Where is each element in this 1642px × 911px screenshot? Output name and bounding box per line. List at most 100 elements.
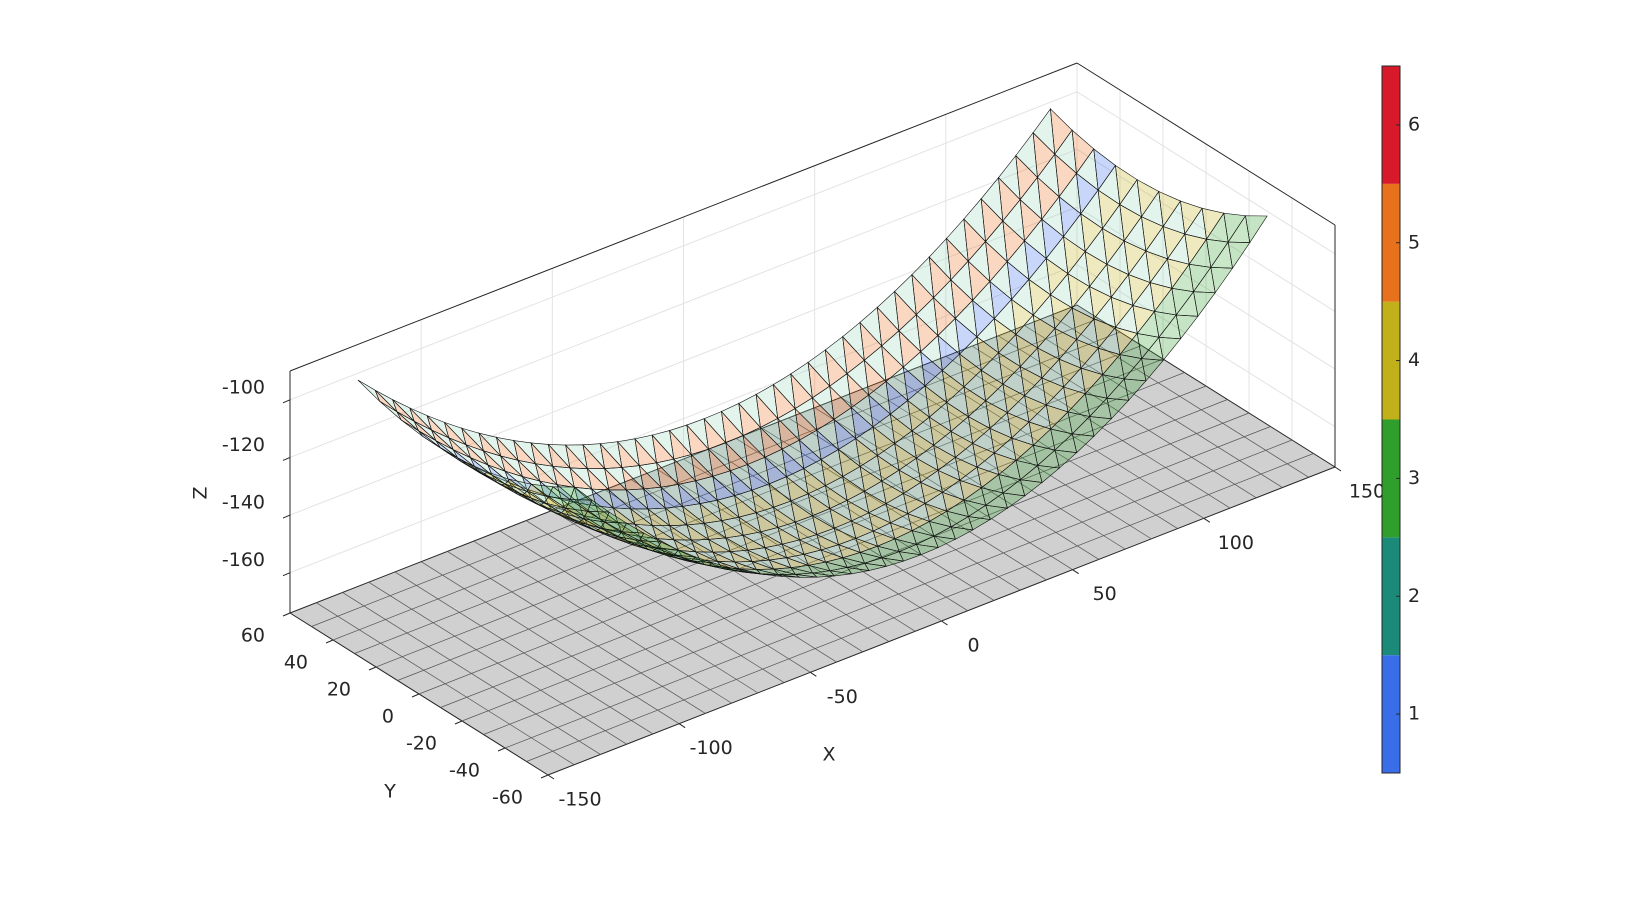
surface-facet <box>911 256 934 299</box>
z-tick-label: -100 <box>222 376 265 398</box>
surface-facet <box>976 317 999 354</box>
surface-facet <box>660 484 684 508</box>
surface-facet <box>984 492 1008 509</box>
surface-facet <box>617 536 641 545</box>
surface-facet <box>846 490 870 514</box>
surface-facet <box>1141 190 1164 228</box>
grid-line <box>289 148 1336 458</box>
surface-facet <box>1106 378 1130 401</box>
surface-facet <box>1123 215 1147 252</box>
y-tick <box>282 612 291 617</box>
x-tick-label: -150 <box>558 789 601 811</box>
surface-facet <box>625 488 649 510</box>
surface-facet <box>1015 314 1038 349</box>
surface-facet <box>790 361 813 399</box>
surface-facet <box>530 442 554 468</box>
floor-mesh <box>418 385 1207 695</box>
surface-facet <box>695 551 718 563</box>
colorbar-tick-label: 2 <box>1408 585 1420 607</box>
surface-facet <box>720 402 744 437</box>
surface-facet <box>1106 240 1129 276</box>
surface-facet <box>824 476 848 502</box>
surface-facet <box>1132 281 1155 312</box>
surface-facet <box>893 530 917 545</box>
surface-facet <box>811 385 835 421</box>
floor-mesh <box>483 426 1271 735</box>
surface-facet <box>633 524 658 540</box>
surface-facet <box>1024 218 1047 260</box>
surface-facet <box>902 351 926 387</box>
surface-facet <box>522 494 545 506</box>
surface-facet <box>907 385 930 418</box>
surface-facet <box>876 290 900 332</box>
surface-facet <box>694 475 718 501</box>
x-tick <box>1334 466 1342 472</box>
y-tick-label: -60 <box>492 787 523 809</box>
surface-facet <box>530 497 554 512</box>
surface-facet <box>708 565 731 570</box>
surface-facet <box>963 487 987 506</box>
surface-facet <box>379 400 402 421</box>
surface-facet <box>976 452 1000 476</box>
x-tick <box>810 671 817 677</box>
surface-facet <box>859 455 883 482</box>
surface-facet <box>972 427 995 454</box>
surface-facet <box>703 411 727 444</box>
surface-facet <box>785 468 809 495</box>
x-tick-label: 50 <box>1093 583 1117 605</box>
surface-facet <box>963 198 986 243</box>
axis-box-edge <box>289 62 1078 372</box>
surface-facet <box>686 418 709 451</box>
grid-line <box>289 91 1336 401</box>
surface-facet <box>556 484 580 504</box>
surface-facet <box>656 548 680 556</box>
surface-facet <box>855 530 878 547</box>
surface-facet <box>777 573 800 578</box>
surface-facet <box>993 298 1017 336</box>
surface-facet <box>678 550 701 561</box>
surface-facet <box>569 499 593 512</box>
surface-facet <box>470 457 493 476</box>
surface-facet <box>738 512 762 533</box>
surface-facet <box>950 516 974 531</box>
surface-facet <box>603 467 627 491</box>
surface-facet <box>772 500 796 523</box>
surface-facet <box>1102 353 1125 380</box>
surface-facet <box>777 521 801 541</box>
surface-facet <box>699 559 723 568</box>
surface-facet <box>881 551 905 562</box>
surface-facet <box>898 457 922 483</box>
x-tick-label: -50 <box>827 686 858 708</box>
surface-facet <box>1032 108 1056 155</box>
surface-facet <box>760 573 783 577</box>
surface-facet <box>1032 428 1056 451</box>
surface-facet <box>798 534 822 551</box>
surface-facet <box>889 399 913 432</box>
colorbar-tick-label: 3 <box>1408 467 1420 489</box>
surface-facet <box>1210 241 1233 269</box>
surface-facet <box>452 449 476 468</box>
colorbar-tick-label: 5 <box>1408 231 1420 253</box>
surface-facet <box>1145 225 1168 260</box>
surface-facet <box>967 240 991 283</box>
surface-facet <box>755 384 779 420</box>
surface-facet <box>769 557 792 569</box>
surface-facet <box>837 438 861 468</box>
surface-facet <box>816 418 839 451</box>
surface-facet <box>487 471 511 485</box>
surface-facet <box>733 489 757 514</box>
x-tick <box>678 723 686 729</box>
surface-facet <box>1002 365 1026 397</box>
surface-facet <box>444 450 467 463</box>
surface-facet <box>1140 336 1164 361</box>
surface-facet <box>950 260 973 302</box>
surface-facet <box>946 499 969 517</box>
surface-facet <box>928 237 952 281</box>
surface-facet <box>1011 421 1034 446</box>
colorbar-frame <box>1381 65 1401 774</box>
surface-facet <box>564 444 588 470</box>
surface-facet <box>1050 272 1073 309</box>
surface-facet <box>534 463 558 486</box>
surface-facet <box>712 551 736 563</box>
surface-facet <box>855 426 878 457</box>
